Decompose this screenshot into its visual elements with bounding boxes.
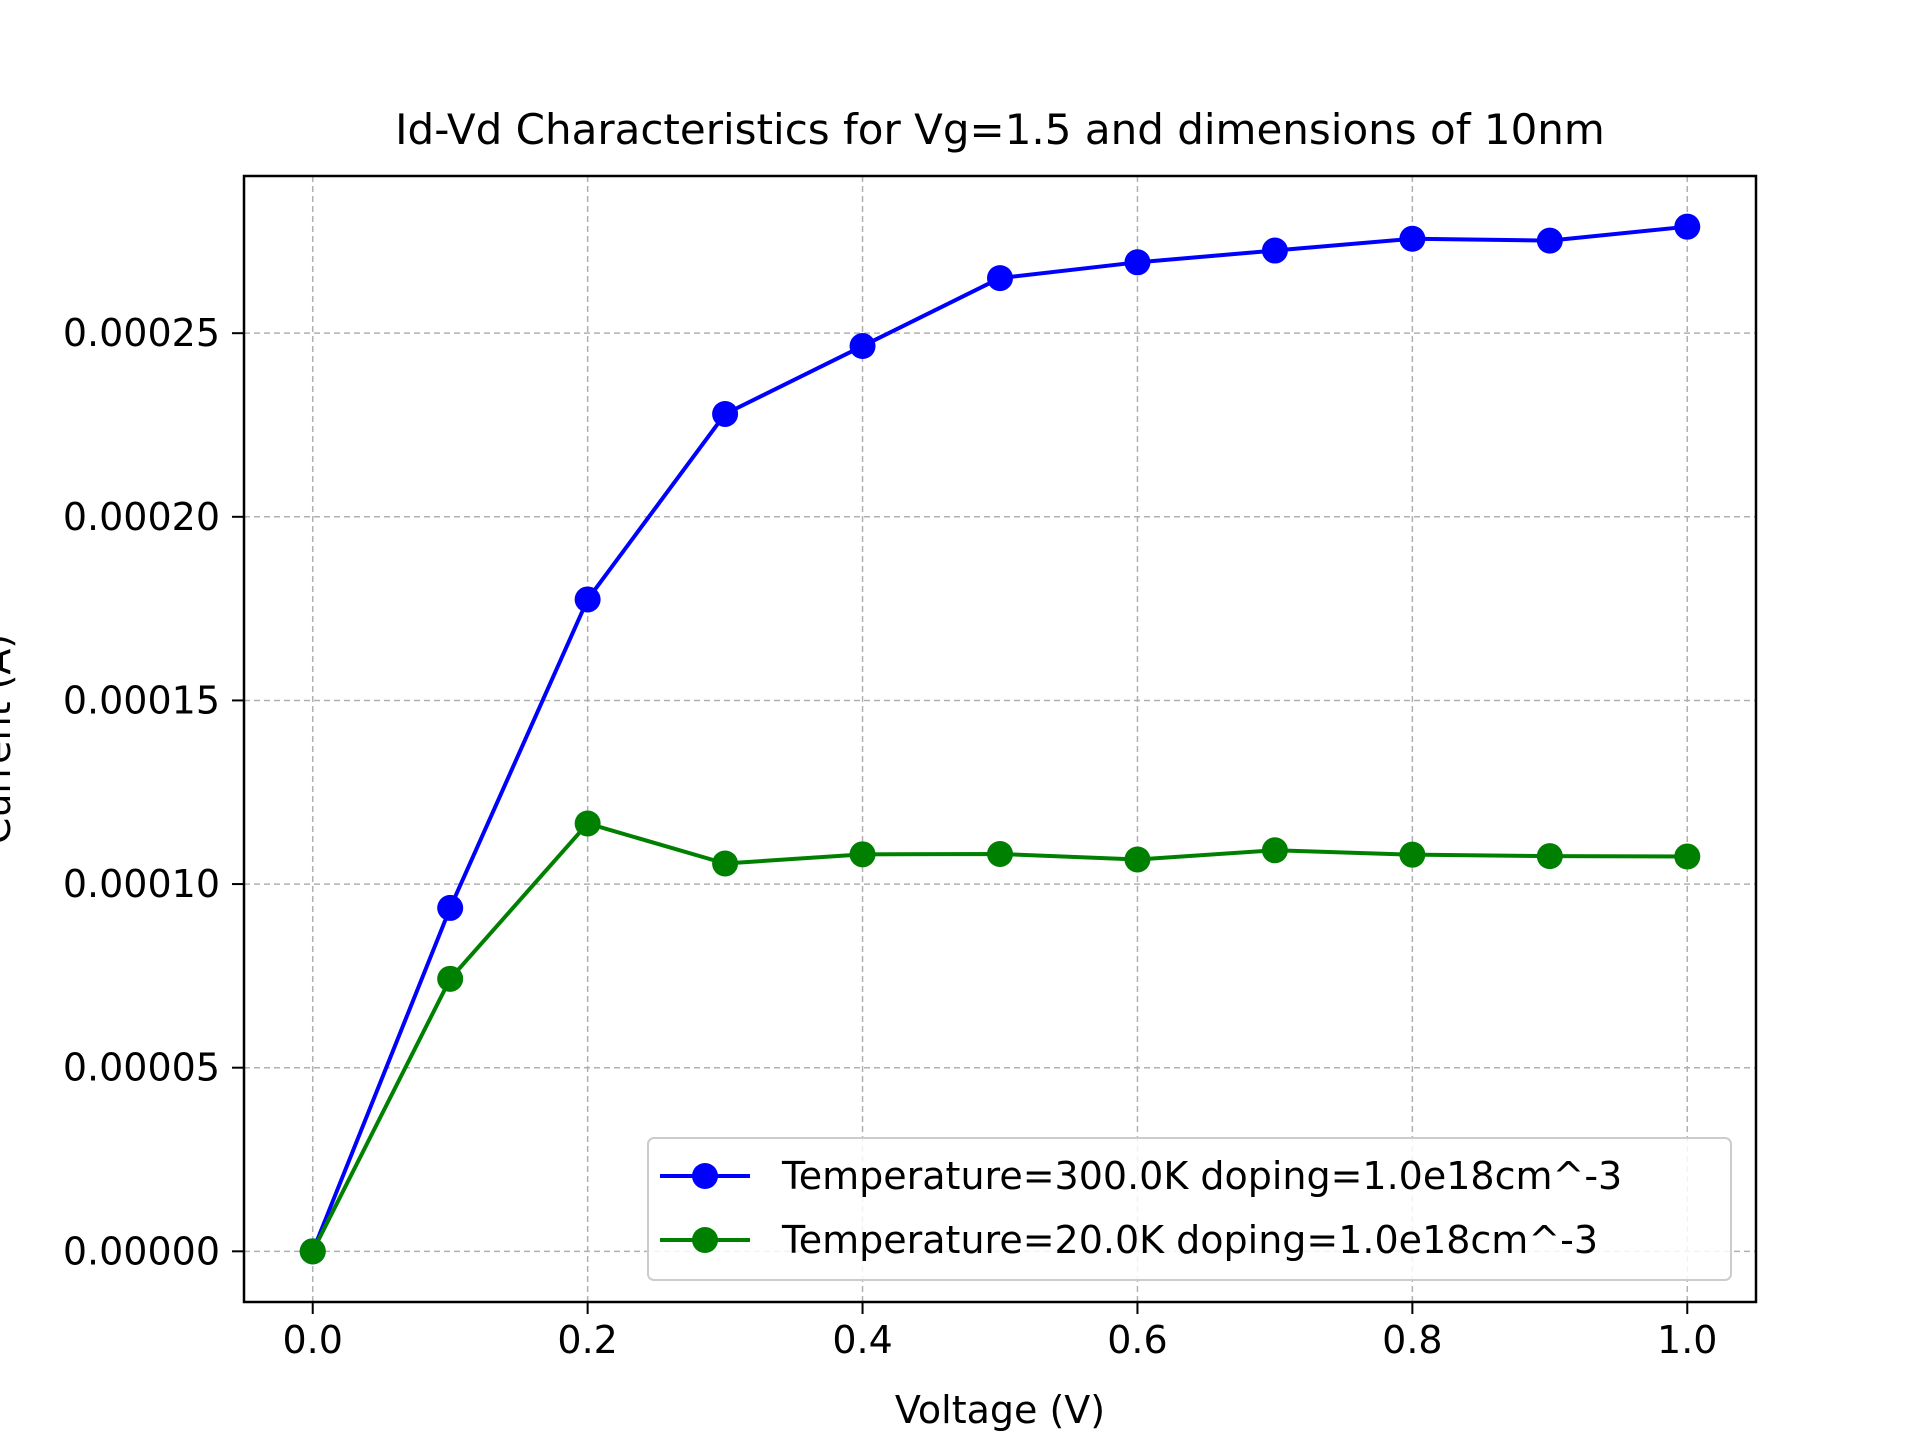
x-tick-label: 0.6	[1107, 1318, 1167, 1362]
series-2-point	[1261, 837, 1288, 864]
y-tick-label: 0.00005	[63, 1046, 220, 1090]
legend-marker-series-2	[692, 1227, 718, 1253]
x-axis-label: Voltage (V)	[895, 1388, 1105, 1432]
y-axis: 0.00000 0.00005 0.00010 0.00015 0.00020 0.000…	[63, 311, 244, 1273]
series-2-point	[299, 1238, 326, 1265]
legend-marker-series-1	[692, 1163, 718, 1189]
legend-label-series-1: Temperature=300.0K doping=1.0e18cm^-3	[781, 1154, 1622, 1198]
y-tick-label: 0.00015	[63, 678, 220, 722]
legend-box	[647, 1137, 1732, 1281]
plot-frame	[242, 174, 1758, 1304]
x-tick-label: 0.8	[1382, 1318, 1442, 1362]
y-tick-label: 0.00010	[63, 862, 220, 906]
series-1-point	[1261, 237, 1288, 264]
x-axis: 0.0 0.2 0.4 0.6 0.8 1.0	[283, 1302, 1717, 1362]
x-tick-label: 0.2	[557, 1318, 617, 1362]
series-1-point	[574, 586, 601, 613]
series-1-point	[1674, 213, 1701, 240]
series-2-point	[1399, 841, 1426, 868]
series-2-point	[437, 965, 464, 992]
series-2-point	[849, 841, 876, 868]
series-1-point	[712, 400, 739, 427]
series-2-point	[1536, 843, 1563, 870]
y-axis-label: Current (A)	[0, 634, 19, 844]
legend: Temperature=300.0K doping=1.0e18cm^-3 Te…	[647, 1137, 1732, 1281]
series-1-point	[987, 265, 1013, 292]
series-1-point	[849, 333, 876, 360]
chart-title: Id-Vd Characteristics for Vg=1.5 and dim…	[395, 105, 1605, 154]
x-tick-label: 0.0	[283, 1318, 343, 1362]
series-1-point	[1124, 249, 1151, 276]
series-2-point	[987, 840, 1013, 867]
y-tick-label: 0.00020	[63, 495, 220, 539]
series-1-point	[1399, 225, 1426, 252]
y-tick-label: 0.00000	[63, 1229, 220, 1273]
series-2-point	[712, 850, 739, 877]
x-tick-label: 0.4	[832, 1318, 892, 1362]
legend-label-series-2: Temperature=20.0K doping=1.0e18cm^-3	[781, 1218, 1598, 1262]
y-tick-label: 0.00025	[63, 311, 220, 355]
series-1-point	[437, 894, 464, 921]
series-2-point	[574, 810, 601, 837]
series-2-point	[1674, 843, 1701, 870]
series-1-point	[1536, 227, 1563, 254]
plot-series	[299, 213, 1701, 1265]
series-2-point	[1124, 846, 1151, 873]
x-tick-label: 1.0	[1657, 1318, 1717, 1362]
